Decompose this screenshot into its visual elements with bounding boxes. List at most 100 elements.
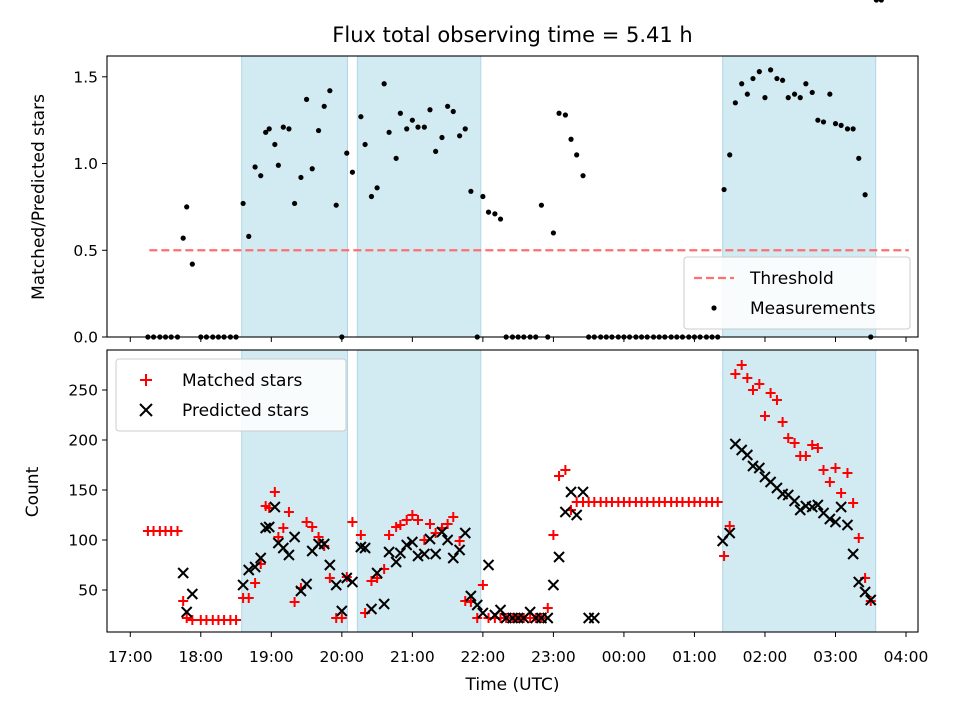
predicted-star-point (859, 586, 871, 598)
count-panel: 50 100 150 200 250 17:00 18:00 19:00 20:00 21:00 2… (68, 350, 928, 666)
predicted-star-point (365, 603, 378, 615)
matched-star-point (407, 510, 418, 520)
matched-star-point (442, 519, 453, 529)
x-tick-label: 21:00 (390, 648, 435, 666)
predicted-star-point (835, 501, 847, 513)
predicted-star-point (177, 567, 189, 579)
measurement-point (358, 114, 364, 120)
measurement-point (732, 100, 738, 106)
matched-star-point (187, 615, 198, 625)
measurement-point (878, 0, 884, 3)
matched-star-point (848, 498, 859, 508)
measurement-point (568, 136, 574, 142)
predicted-star-point (263, 521, 275, 533)
measurement-point (556, 110, 562, 116)
matched-star-point (384, 530, 395, 540)
measurement-point (303, 96, 310, 102)
measurement-point (309, 166, 315, 172)
matched-star-point (395, 520, 406, 530)
matched-star-point (269, 487, 280, 497)
matched-star-point (430, 528, 441, 538)
measurement-point (797, 95, 803, 101)
matched-star-point (181, 613, 192, 623)
predicted-star-point (243, 564, 255, 576)
measurement-point (184, 204, 190, 210)
matched-star-point (554, 471, 565, 481)
measurement-point (368, 193, 375, 200)
matched-star-point (783, 433, 794, 443)
measurement-point (409, 117, 415, 123)
ratio-shaded-interval (241, 55, 348, 338)
matched-star-point (231, 615, 242, 625)
predicted-star-point (542, 612, 554, 624)
measurement-point (492, 211, 498, 217)
predicted-star-point (336, 605, 348, 617)
predicted-star-point (459, 527, 471, 539)
matched-star-point (836, 488, 847, 498)
measurement-point (327, 88, 333, 94)
predicted-star-point (841, 519, 854, 531)
x-tick-label: 01:00 (672, 648, 717, 666)
measurement-point (721, 186, 727, 193)
ratio-axes-frame (106, 55, 919, 338)
predicted-star-point (394, 547, 407, 559)
matched-star-point (472, 613, 483, 623)
measurement-point (580, 173, 586, 179)
ratio-y-tick-label: 0.5 (73, 242, 98, 260)
matched-star-point (771, 395, 782, 405)
matched-star-point (724, 521, 735, 531)
matched-star-point (842, 468, 853, 478)
legend-measurements-swatch (711, 305, 717, 311)
matched-star-point (542, 603, 553, 613)
measurement-point (750, 75, 756, 82)
predicted-star-point (330, 579, 342, 591)
measurement-point (485, 209, 492, 215)
measurement-point (756, 69, 762, 75)
matched-star-point (548, 530, 559, 540)
measurement-point (344, 150, 350, 156)
measurement-point (291, 200, 298, 207)
matched-star-point (273, 532, 284, 542)
measurement-point (739, 81, 745, 87)
predicted-star-point (753, 462, 766, 474)
predicted-star-point (494, 604, 507, 616)
predicted-star-point (249, 561, 261, 573)
predicted-star-point (559, 506, 572, 518)
predicted-star-point (255, 552, 267, 564)
predicted-star-point (406, 536, 419, 548)
measurement-point (785, 95, 791, 101)
measurement-point (809, 89, 815, 96)
count-y-tick-label: 50 (78, 582, 98, 600)
matched-star-point (172, 526, 183, 536)
count-shaded-interval (356, 349, 482, 633)
measurement-point (349, 169, 356, 175)
legend-label: Threshold (749, 269, 834, 289)
matched-star-point (454, 536, 465, 546)
count-legend-box (115, 358, 347, 432)
predicted-star-point (259, 522, 272, 534)
matched-star-point (765, 388, 776, 398)
measurement-point (246, 233, 252, 239)
ratio-y-tick-label: 1.0 (73, 155, 98, 173)
measurement-point (862, 192, 868, 198)
predicted-star-point (237, 579, 249, 591)
measurement-point (439, 134, 445, 141)
predicted-star-point (853, 576, 865, 588)
count-axes-frame (106, 349, 919, 633)
predicted-star-point (812, 499, 824, 511)
predicted-star-point (865, 594, 877, 606)
matched-star-point (747, 385, 758, 395)
ratio-legend: Threshold Measurements (683, 256, 911, 330)
measurement-point (433, 148, 439, 155)
measurement-point (768, 67, 774, 73)
predicted-star-point (788, 495, 801, 507)
predicted-star-point (300, 578, 313, 590)
predicted-star-point (553, 551, 565, 563)
predicted-star-point (565, 486, 577, 498)
measurement-point (393, 155, 399, 161)
measurement-point (457, 133, 463, 139)
measurement-point (333, 202, 339, 208)
x-tick-label: 02:00 (743, 648, 788, 666)
matched-star-point (730, 369, 741, 379)
matched-star-point (289, 597, 300, 607)
